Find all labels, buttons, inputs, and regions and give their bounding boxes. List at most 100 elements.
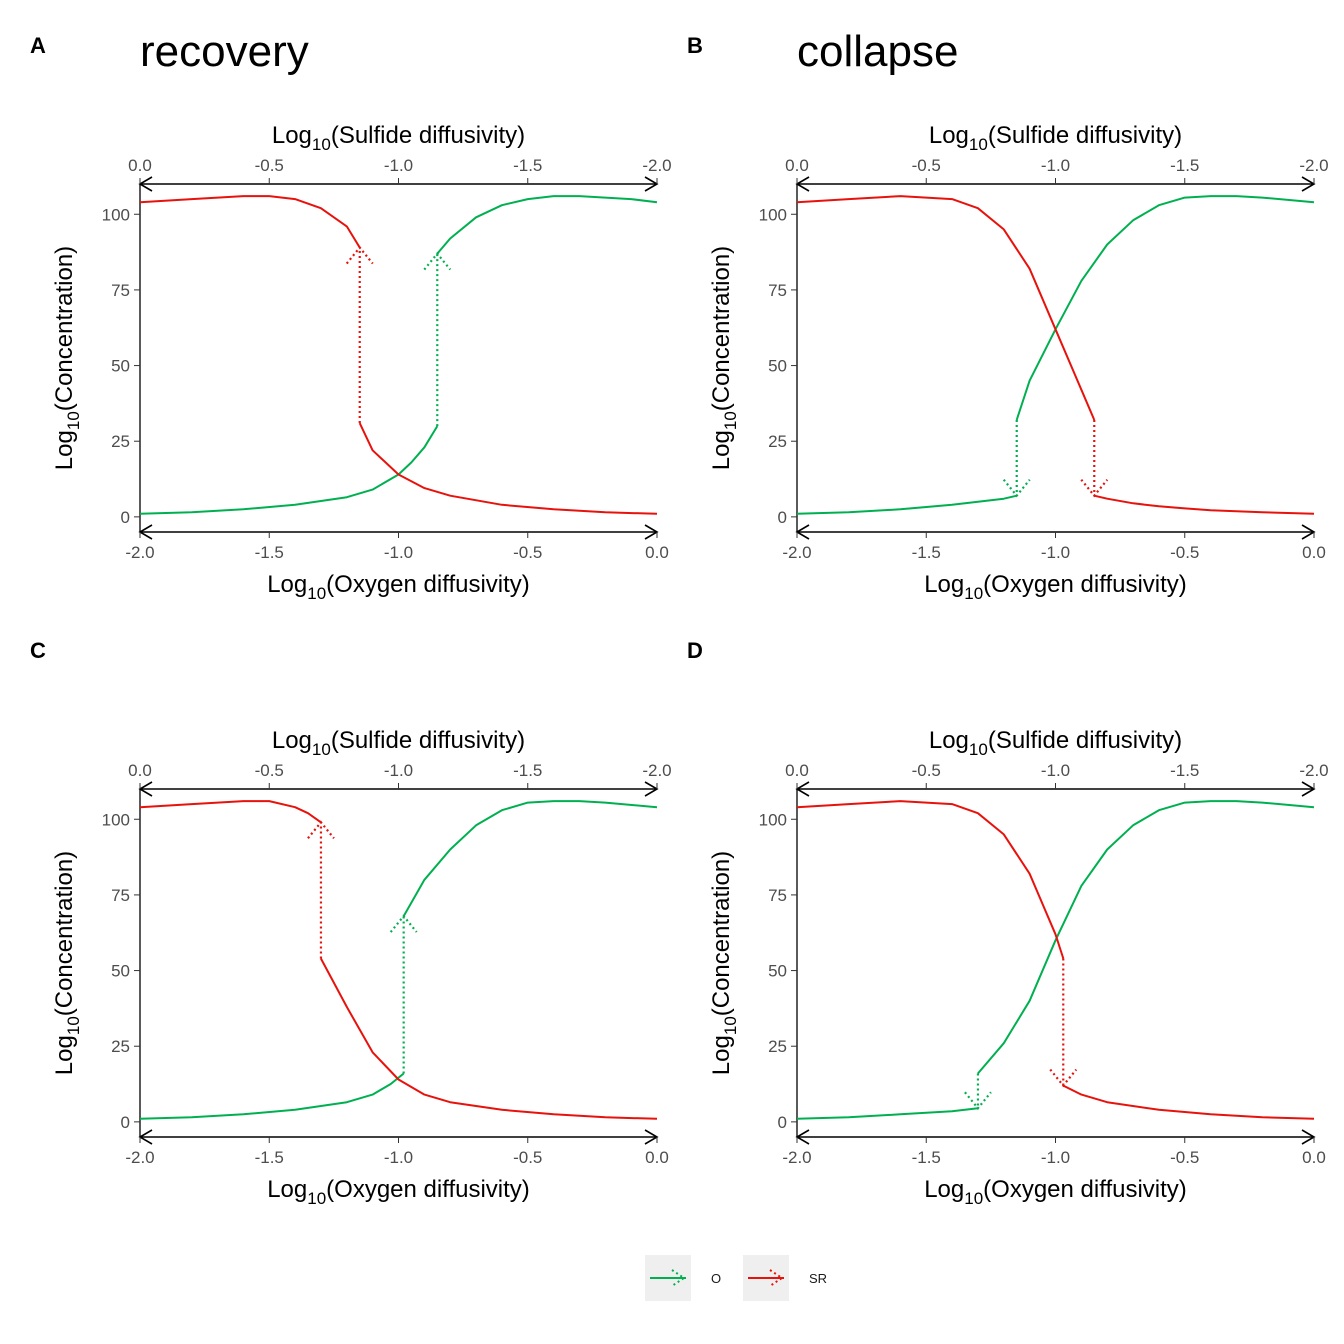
x-tick-label: -2.0 [782, 543, 811, 562]
series-line-o [977, 800, 1315, 1075]
series-line-o [139, 1072, 405, 1120]
y-tick-label: 75 [768, 281, 787, 300]
x-tick-label: -2.0 [125, 1148, 154, 1167]
x2-tick-label: -0.5 [912, 761, 941, 780]
chart-panel-d: D -2.0 -1.5 -1.0 -0.5 0.0 0.0 -0.5 -1.0 -1.5 -2.0 0… [687, 638, 1329, 1208]
x-tick-label: 0.0 [645, 543, 669, 562]
x-tick-label: -1.0 [1041, 1148, 1070, 1167]
chart-panel-c: C -2.0 -1.5 -1.0 -0.5 0.0 0.0 -0.5 -1.0 -1.5 -2.0 0… [30, 638, 672, 1208]
y-axis-title: Log10(Concentration) [708, 851, 740, 1075]
series-line-o [402, 800, 658, 917]
y-tick-label: 75 [111, 886, 130, 905]
series-line-sr [796, 195, 1096, 421]
x-tick-label: -0.5 [513, 543, 542, 562]
transition-arrowhead-o [389, 914, 418, 933]
x2-tick-label: -1.0 [384, 156, 413, 175]
y-tick-label: 25 [111, 1037, 130, 1056]
y-tick-label: 50 [768, 962, 787, 981]
x-tick-label: 0.0 [1302, 543, 1326, 562]
series-line-o [139, 425, 439, 515]
transition-arrowhead-o [423, 251, 452, 271]
y-tick-label: 100 [759, 810, 787, 829]
x-tick-label: 0.0 [645, 1148, 669, 1167]
y-tick-label: 50 [111, 962, 130, 981]
series-line-sr [1062, 1084, 1315, 1120]
x2-tick-label: -0.5 [255, 761, 284, 780]
y-tick-label: 0 [778, 1113, 787, 1132]
series-line-sr [139, 800, 322, 824]
transition-arrowhead-sr [307, 820, 335, 839]
x2-tick-label: -1.0 [1041, 761, 1070, 780]
x-tick-label: -2.0 [782, 1148, 811, 1167]
x2-tick-label: -1.0 [1041, 156, 1070, 175]
series-line-sr [320, 958, 658, 1120]
panel-letter: D [687, 638, 703, 663]
legend: O SR [645, 1255, 827, 1301]
x2-tick-label: -1.5 [513, 761, 542, 780]
y-tick-label: 50 [111, 357, 130, 376]
transition-arrowhead-o [1002, 478, 1031, 498]
x-axis-title: Log10(Oxygen diffusivity) [924, 1176, 1187, 1208]
x2-tick-label: 0.0 [128, 761, 152, 780]
x2-tick-label: -2.0 [1299, 761, 1328, 780]
x-tick-label: -1.5 [912, 543, 941, 562]
x2-tick-label: -2.0 [642, 761, 671, 780]
panel-title: collapse [797, 27, 958, 76]
x2-tick-label: -2.0 [642, 156, 671, 175]
y-axis-title: Log10(Concentration) [51, 246, 83, 470]
panel-letter: C [30, 638, 46, 663]
x2-tick-label: -2.0 [1299, 156, 1328, 175]
panel-letter: B [687, 33, 703, 58]
y-tick-label: 100 [102, 205, 130, 224]
transition-arrowhead-o [964, 1091, 992, 1110]
series-line-sr [358, 422, 658, 515]
x2-tick-label: -1.5 [513, 156, 542, 175]
panel-title: recovery [140, 27, 309, 76]
x2-tick-label: -1.0 [384, 761, 413, 780]
y-tick-label: 0 [121, 508, 130, 527]
transition-arrowhead-sr [1080, 478, 1109, 498]
y-tick-label: 0 [778, 508, 787, 527]
x2-axis-title: Log10(Sulfide diffusivity) [929, 727, 1182, 759]
series-line-o [796, 494, 1017, 515]
x-tick-label: -1.5 [255, 543, 284, 562]
x2-tick-label: -0.5 [255, 156, 284, 175]
x2-axis-title: Log10(Sulfide diffusivity) [272, 122, 525, 154]
y-tick-label: 0 [121, 1113, 130, 1132]
transition-arrowhead-sr [1049, 1068, 1078, 1088]
x-tick-label: -1.0 [384, 1148, 413, 1167]
y-tick-label: 100 [759, 205, 787, 224]
panel-letter: A [30, 33, 46, 58]
x-axis-title: Log10(Oxygen diffusivity) [924, 571, 1187, 603]
x-tick-label: -1.5 [255, 1148, 284, 1167]
x2-tick-label: -1.5 [1170, 156, 1199, 175]
y-tick-label: 25 [768, 432, 787, 451]
x-tick-label: 0.0 [1302, 1148, 1326, 1167]
x-axis-title: Log10(Oxygen diffusivity) [267, 1176, 530, 1208]
x2-axis-title: Log10(Sulfide diffusivity) [272, 727, 525, 759]
x-axis-title: Log10(Oxygen diffusivity) [267, 571, 530, 603]
y-axis-title: Log10(Concentration) [708, 246, 740, 470]
series-line-o [796, 1107, 979, 1120]
y-tick-label: 75 [111, 281, 130, 300]
legend-label-sr: SR [809, 1271, 827, 1286]
x2-tick-label: 0.0 [785, 761, 809, 780]
legend-label-o: O [711, 1271, 721, 1286]
series-line-sr [1094, 494, 1315, 515]
y-tick-label: 100 [102, 810, 130, 829]
series-line-o [436, 195, 658, 255]
x-tick-label: -1.5 [912, 1148, 941, 1167]
y-tick-label: 50 [768, 357, 787, 376]
x2-tick-label: 0.0 [128, 156, 152, 175]
x-tick-label: -0.5 [1170, 543, 1199, 562]
y-tick-label: 25 [768, 1037, 787, 1056]
y-tick-label: 25 [111, 432, 130, 451]
x2-axis-title: Log10(Sulfide diffusivity) [929, 122, 1182, 154]
series-line-sr [139, 195, 361, 249]
x-tick-label: -2.0 [125, 543, 154, 562]
x-tick-label: -1.0 [1041, 543, 1070, 562]
x-tick-label: -1.0 [384, 543, 413, 562]
x2-tick-label: 0.0 [785, 156, 809, 175]
